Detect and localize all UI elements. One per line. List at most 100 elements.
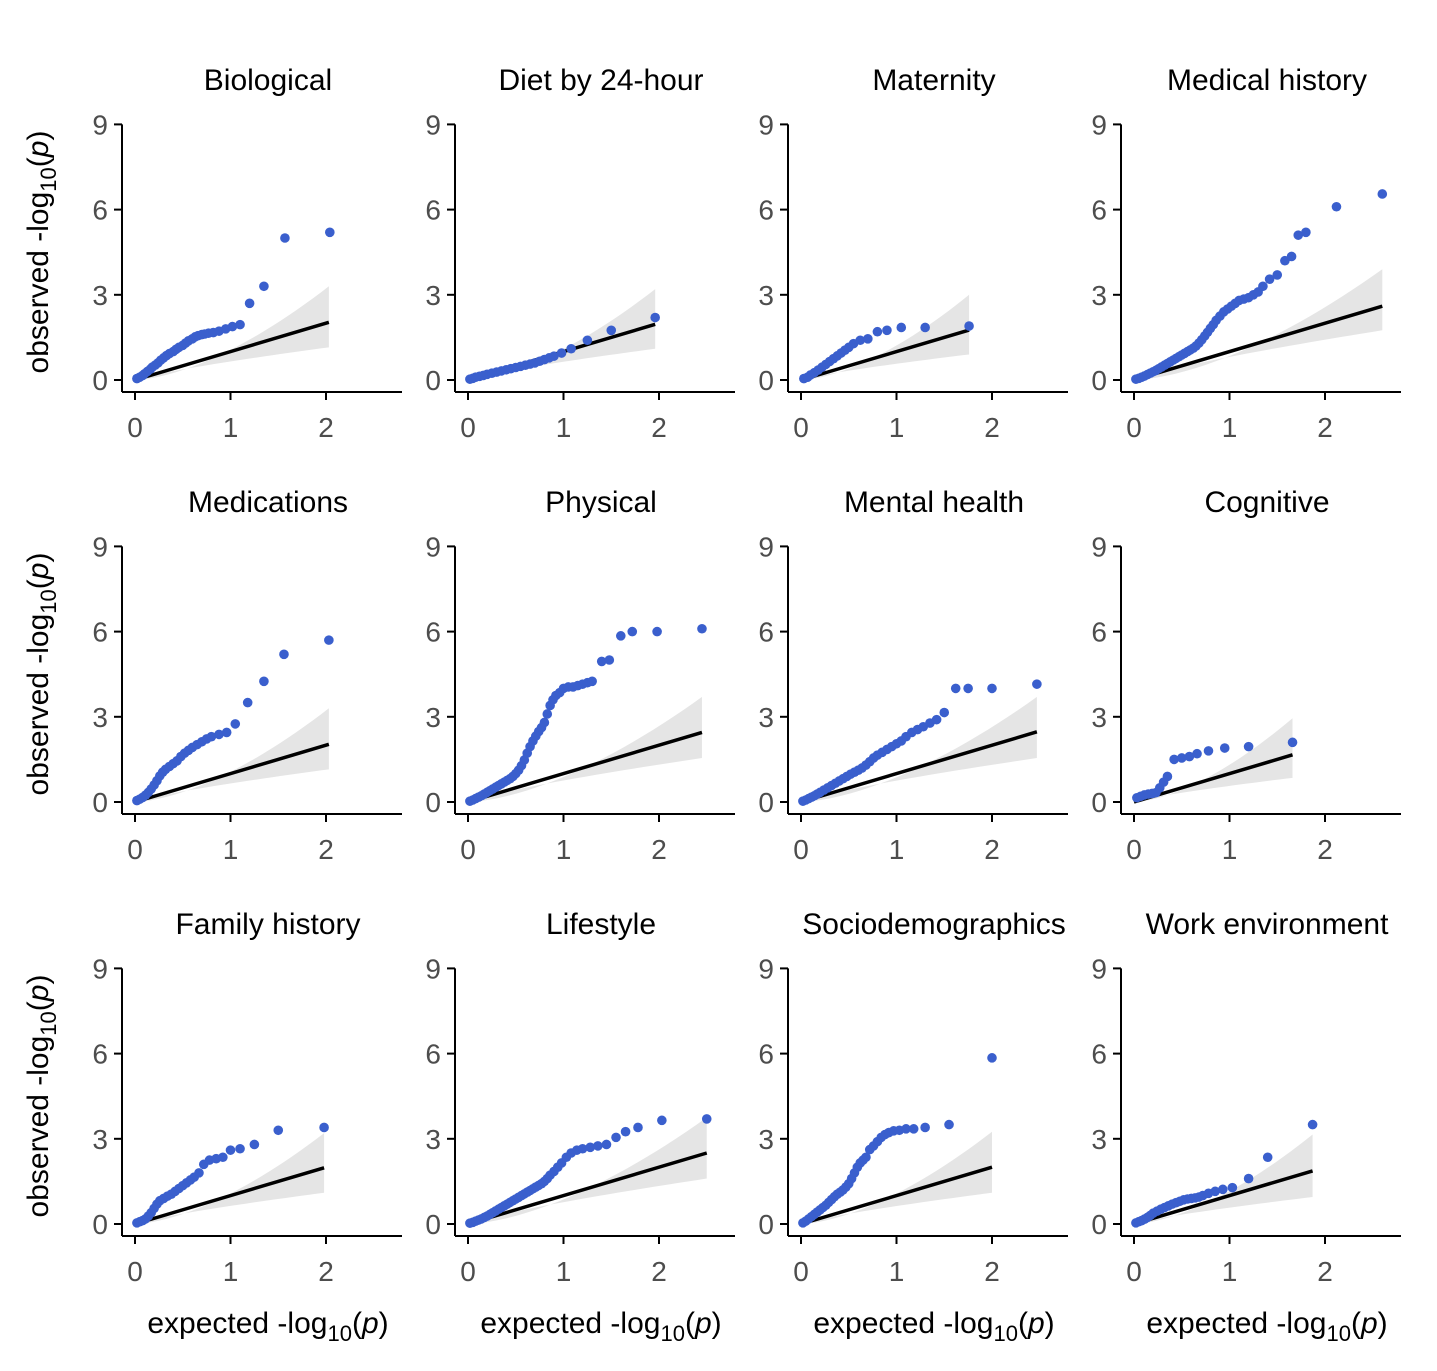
data-point [1243, 741, 1254, 752]
x-tick-label: 1 [223, 834, 239, 865]
null-line [134, 742, 330, 804]
data-point [1203, 746, 1214, 756]
x-tick-label: 0 [1126, 412, 1142, 443]
data-point [861, 1152, 871, 1163]
x-tick-label: 0 [127, 1256, 143, 1287]
data-point [1243, 1173, 1254, 1184]
data-point [218, 1152, 228, 1163]
data-point [601, 1139, 612, 1150]
data-point [1032, 679, 1042, 689]
y-axis-label: observed -log10(p) [22, 975, 61, 1218]
null-line [467, 730, 703, 804]
data-point [325, 227, 335, 238]
x-tick-label: 2 [318, 834, 334, 865]
null-line [800, 328, 970, 382]
x-tick-label: 1 [556, 412, 572, 443]
confidence-band [1134, 1134, 1313, 1224]
y-tick-label: 0 [92, 365, 108, 396]
confidence-band [468, 289, 656, 380]
y-tick-label: 0 [1091, 365, 1107, 396]
data-point [701, 1114, 712, 1124]
panel-title: Sociodemographics [802, 908, 1065, 941]
y-tick-label: 0 [425, 1209, 441, 1240]
x-tick-label: 0 [1126, 834, 1142, 865]
y-tick-label: 3 [1091, 280, 1107, 311]
data-point [963, 683, 973, 694]
data-point [863, 334, 873, 344]
data-point [280, 233, 290, 243]
data-point [1286, 251, 1297, 262]
y-tick-label: 0 [425, 787, 441, 818]
null-line [1133, 304, 1383, 382]
data-point [235, 319, 245, 330]
data-point [585, 1142, 596, 1153]
data-point [931, 714, 942, 725]
y-tick-label: 0 [758, 1209, 774, 1240]
y-tick-label: 3 [92, 280, 108, 311]
null-line [467, 1151, 708, 1226]
x-tick-label: 1 [889, 1256, 905, 1287]
confidence-band [1134, 269, 1383, 380]
panel-physical: Physical 0 3 6 9 0 1 2 [425, 486, 735, 865]
data-point [539, 717, 550, 728]
x-tick-label: 0 [127, 834, 143, 865]
data-point [606, 325, 617, 336]
data-point [259, 281, 269, 292]
data-point [896, 322, 907, 333]
x-tick-label: 1 [889, 412, 905, 443]
x-tick-label: 2 [651, 834, 667, 865]
data-point [901, 1124, 911, 1134]
data-point [1293, 230, 1304, 240]
x-tick-label: 2 [984, 1256, 1000, 1287]
data-point [657, 1115, 667, 1126]
null-line [800, 1165, 993, 1226]
data-point [249, 1139, 260, 1150]
y-tick-label: 9 [92, 109, 108, 140]
y-tick-label: 6 [758, 1039, 774, 1070]
y-tick-label: 9 [758, 109, 774, 140]
panel-title: Mental health [844, 486, 1024, 519]
data-point [225, 1145, 236, 1155]
x-tick-label: 1 [1222, 412, 1238, 443]
y-tick-label: 6 [92, 195, 108, 226]
panel-family-history: Family history 0 3 6 9 0 1 2 observed -log10(p) e… [22, 908, 402, 1346]
panel-mental-health: Mental health 0 3 6 9 0 1 2 [758, 486, 1068, 865]
x-tick-label: 1 [1222, 834, 1238, 865]
x-tick-label: 1 [1222, 1256, 1238, 1287]
data-point [908, 1124, 919, 1134]
y-tick-label: 6 [1091, 617, 1107, 648]
x-tick-label: 0 [793, 412, 809, 443]
data-point [855, 335, 866, 346]
x-axis-label: expected -log10(p) [147, 1307, 388, 1346]
x-tick-label: 1 [223, 1256, 239, 1287]
data-point [950, 683, 961, 694]
x-tick-label: 0 [793, 1256, 809, 1287]
y-tick-label: 3 [425, 280, 441, 311]
data-point [1258, 281, 1268, 292]
y-tick-label: 6 [1091, 1039, 1107, 1070]
data-point [939, 707, 950, 718]
x-tick-label: 2 [1317, 834, 1333, 865]
data-point [596, 656, 607, 667]
y-tick-label: 6 [425, 195, 441, 226]
panel-title: Cognitive [1204, 486, 1329, 519]
x-tick-label: 1 [889, 834, 905, 865]
y-tick-label: 0 [758, 787, 774, 818]
y-tick-label: 3 [425, 1124, 441, 1155]
data-point [1218, 1184, 1228, 1195]
data-point [604, 655, 615, 665]
x-axis-label: expected -log10(p) [813, 1307, 1054, 1346]
panel-title: Maternity [872, 64, 995, 97]
data-point [324, 635, 334, 645]
x-tick-label: 0 [1126, 1256, 1142, 1287]
data-point [964, 321, 974, 331]
y-tick-label: 3 [758, 280, 774, 311]
panel-sociodemographics: Sociodemographics 0 3 6 9 0 1 2 expected -log10(… [758, 908, 1068, 1346]
data-point [872, 326, 883, 337]
data-point [279, 649, 289, 660]
confidence-band [801, 294, 970, 380]
data-point [587, 676, 597, 687]
data-point [244, 298, 255, 309]
data-point [1210, 1186, 1220, 1197]
x-tick-label: 2 [318, 412, 334, 443]
